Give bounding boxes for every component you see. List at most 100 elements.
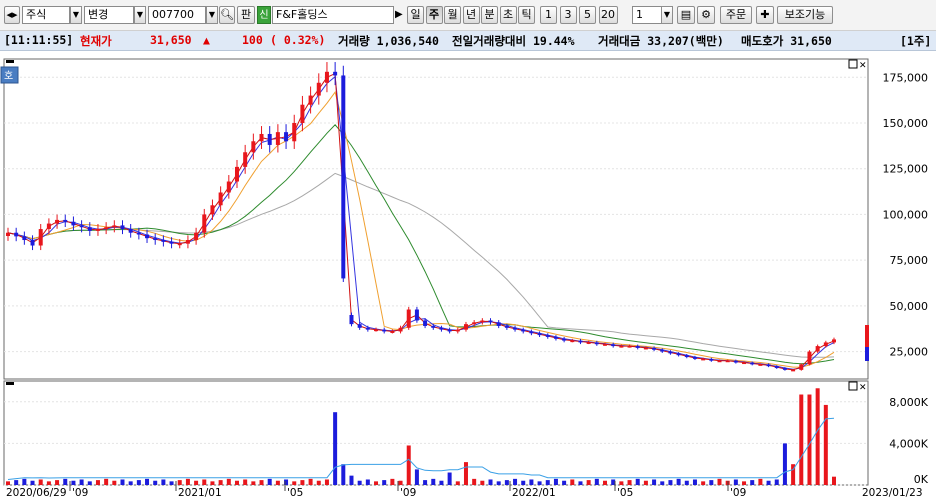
code-dropdown-icon[interactable]: ▼ (206, 6, 218, 24)
price-axis-label: 75,000 (890, 254, 929, 267)
board-button[interactable]: 판 (237, 6, 255, 24)
candle-body (537, 333, 542, 336)
svg-text:✕: ✕ (859, 61, 867, 71)
order-button[interactable]: 주문 (720, 6, 752, 24)
search-icon[interactable]: 🔍︎ (219, 6, 235, 24)
volume-bar (709, 480, 714, 485)
stock-chart[interactable]: 175,000 150,000 125,000 100,000 75,000 50,000… (0, 51, 936, 499)
market-dropdown-icon[interactable]: ▼ (70, 6, 82, 24)
change-dropdown-icon[interactable]: ▼ (134, 6, 146, 24)
candle-body (488, 320, 493, 323)
period-button-5[interactable]: 초 (499, 6, 517, 24)
candle-body (46, 223, 51, 230)
volume-bar (823, 404, 828, 485)
candle-body (660, 349, 665, 352)
period-button-0[interactable]: 일 (407, 6, 424, 24)
candle-body (447, 329, 452, 332)
aux-function-button[interactable]: 보조기능 (777, 6, 833, 24)
period-button-4[interactable]: 분 (481, 6, 498, 24)
current-price-label: 현재가 (80, 34, 112, 48)
expand-arrow-icon[interactable]: ▶ (395, 9, 403, 20)
volume-bar (267, 478, 272, 485)
candle-body (521, 329, 526, 332)
candle-body (832, 339, 836, 343)
volume-bar (692, 479, 697, 485)
corner-quote-label: 호 (4, 70, 13, 82)
count-button-3[interactable]: 3 (559, 6, 577, 24)
volume-bar (349, 475, 354, 485)
volume-bar (46, 481, 51, 485)
period-button-6[interactable]: 틱 (518, 6, 535, 24)
volume-bar (635, 478, 640, 485)
count-button-1[interactable]: 1 (540, 6, 557, 24)
candle-body (643, 347, 648, 350)
price-marker-up (865, 325, 869, 347)
volume-bar (341, 464, 346, 485)
pane-handle-icon[interactable] (6, 60, 14, 63)
volume-bar (652, 479, 657, 485)
candle-body (635, 346, 640, 348)
nav-arrows-icon[interactable]: ◂▸ (4, 6, 20, 24)
candle-body (333, 71, 338, 76)
period-button-2[interactable]: 월 (444, 6, 461, 24)
volume-bar (611, 479, 616, 485)
volume-bar (406, 445, 411, 485)
volume-bar (55, 480, 60, 485)
candle-body (545, 335, 550, 337)
volume-bar (234, 480, 239, 485)
period-button-1[interactable]: 주 (425, 6, 443, 24)
volume-bar (513, 478, 518, 485)
candle-body (782, 368, 787, 370)
candle-body (185, 240, 190, 244)
count-button-20[interactable]: 20 (598, 6, 618, 24)
gear-icon[interactable]: ⚙ (697, 6, 715, 24)
period-button-3[interactable]: 년 (462, 6, 480, 24)
volume-bar (750, 480, 755, 485)
price-axis-label: 25,000 (890, 346, 929, 359)
candle-body (14, 232, 19, 237)
volume-bar (463, 462, 468, 485)
volume-bar (799, 394, 804, 485)
candle-body (750, 362, 755, 365)
change-select[interactable]: 변경 (84, 6, 134, 24)
chart-canvas[interactable]: 175,000 150,000 125,000 100,000 75,000 50,000… (0, 51, 936, 499)
candle-body (463, 324, 468, 330)
candle-body (578, 340, 583, 343)
candle-body (145, 234, 150, 239)
code-input[interactable]: 007700 (148, 6, 206, 24)
volume-bar (586, 480, 591, 485)
candle-body (513, 327, 518, 330)
volume-bar (357, 480, 362, 485)
volume-bar (194, 480, 199, 485)
price-marker-down (865, 347, 869, 361)
candle-body (357, 324, 362, 328)
add-icon[interactable]: ✚ (756, 6, 774, 24)
volume-bar (284, 479, 289, 485)
candle-body (128, 229, 133, 233)
count-dropdown-icon[interactable]: ▼ (661, 6, 673, 24)
candle-body (455, 329, 460, 332)
candle-body (529, 331, 534, 334)
volume-bar (684, 480, 689, 485)
count-button-5[interactable]: 5 (579, 6, 596, 24)
period-tag: [1주] (900, 34, 932, 48)
volume-bar (496, 481, 501, 485)
volume-bar (218, 480, 223, 485)
x-axis-label: '05 (617, 487, 633, 499)
candle-body (259, 133, 264, 142)
candle-body (120, 225, 125, 230)
volume-bar (365, 479, 370, 485)
volume-bar (382, 480, 387, 485)
volume-pane-controls-icon[interactable]: ✕ (848, 381, 867, 393)
candle-body (570, 340, 575, 343)
prev-volume-ratio: 전일거래량대비 19.44% (452, 34, 575, 48)
price-pane-controls-icon[interactable]: ✕ (848, 59, 867, 71)
volume-bar (742, 481, 747, 485)
candle-body (243, 152, 248, 167)
save-icon[interactable]: ▤ (677, 6, 695, 24)
market-select[interactable]: 주식 (22, 6, 70, 24)
corner-quote-button[interactable] (0, 66, 19, 84)
volume-pane-handle-icon[interactable] (6, 382, 14, 385)
candle-body (112, 225, 117, 228)
candle-body (766, 364, 771, 367)
